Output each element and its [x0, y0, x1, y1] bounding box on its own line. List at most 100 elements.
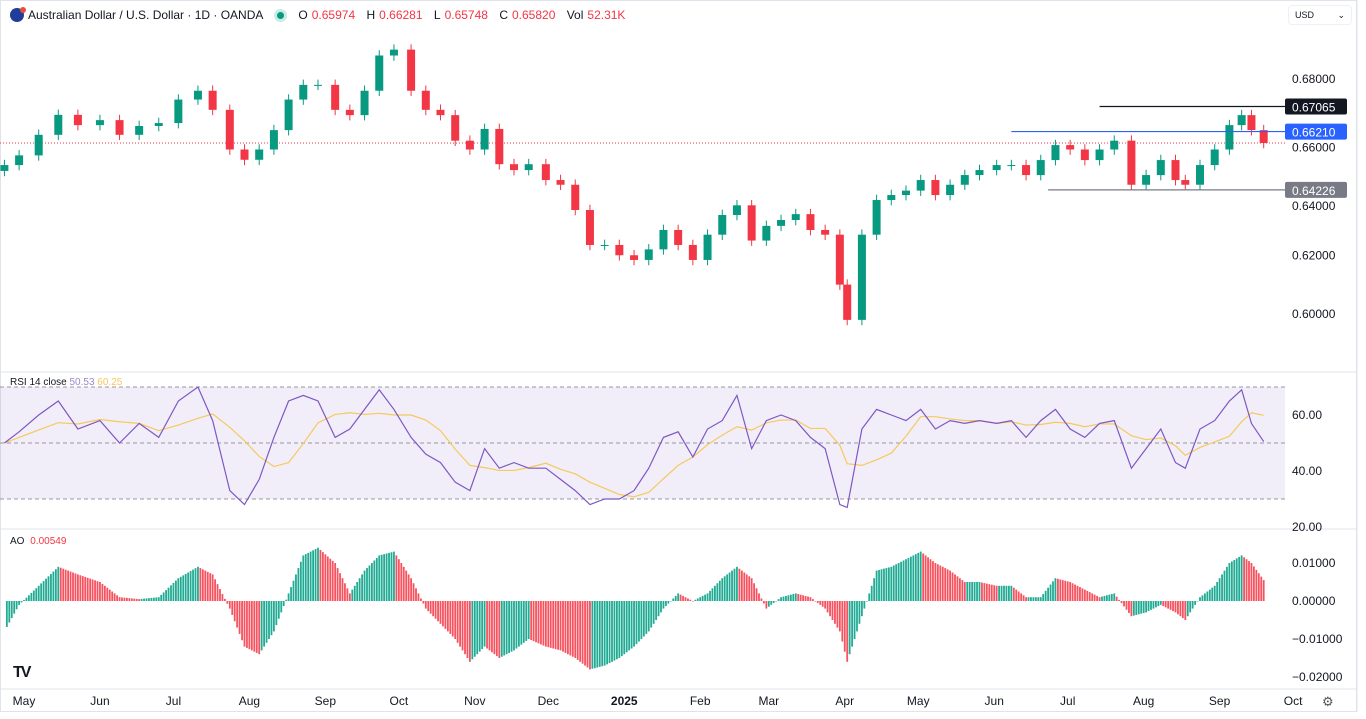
candle-body [1127, 140, 1136, 185]
ao-bar [84, 576, 87, 601]
aud-usd-flag-icon [10, 7, 26, 22]
ao-bar [1179, 601, 1182, 617]
ao-bar [405, 570, 408, 601]
ao-bar [113, 593, 116, 601]
ao-bar [42, 581, 45, 601]
ao-bar [647, 601, 650, 632]
ao-bar [1098, 597, 1101, 601]
ao-bar [691, 601, 694, 602]
ao-bar [716, 583, 719, 601]
ao-bar [709, 590, 711, 601]
ao-bar [912, 555, 915, 601]
ao-bar [23, 600, 25, 601]
ao-bar [848, 601, 851, 655]
ao-bar [45, 578, 47, 601]
ao-bar [133, 598, 136, 601]
ao-bar [265, 601, 268, 643]
ao-bar [150, 597, 153, 601]
ao-bar [662, 601, 665, 609]
ao-bar [922, 553, 925, 601]
ao-bar [836, 601, 839, 628]
ao-bar [1120, 601, 1123, 604]
ao-bar [579, 601, 582, 662]
ao-bar [1218, 578, 1221, 601]
candle-body [465, 140, 474, 150]
ao-bar [167, 587, 170, 601]
ao-bar [179, 576, 182, 601]
gear-icon[interactable]: ⚙ [1322, 694, 1334, 709]
ao-bar [954, 574, 956, 601]
ao-bar [1049, 584, 1052, 601]
ao-bar [1230, 561, 1233, 601]
ao-bar [674, 595, 677, 601]
ao-bar [329, 558, 332, 601]
ao-bar [363, 570, 366, 601]
time-tick-label: Nov [464, 694, 485, 708]
ao-bar [157, 597, 160, 601]
ao-bar [939, 565, 942, 601]
tradingview-logo[interactable]: TV [13, 664, 32, 681]
ao-bar [946, 569, 949, 601]
candle-body [1051, 145, 1060, 161]
ao-bar [1081, 588, 1084, 601]
ao-bar [297, 568, 300, 601]
ao-bar [322, 552, 324, 601]
ao-bar [214, 579, 216, 601]
ao-bar [10, 601, 13, 619]
ao-bar [1076, 585, 1079, 601]
ao-bar [187, 572, 190, 601]
candle-body [1022, 165, 1031, 176]
candle-body [1142, 175, 1151, 185]
time-tick-label: Jul [166, 694, 181, 708]
ao-bar [1240, 555, 1243, 601]
candle-body [931, 180, 940, 196]
ao-bar [535, 601, 537, 643]
ao-bar [69, 571, 72, 601]
ao-bar [1005, 585, 1008, 601]
ao-bar [576, 601, 579, 660]
ao-bar [67, 570, 69, 601]
ao-bar [37, 585, 40, 601]
ao-bar [760, 598, 763, 601]
ao-bar [606, 601, 608, 665]
ao-bar [1235, 558, 1238, 601]
ao-bar [351, 589, 354, 601]
rsi-tick-label: 40.00 [1292, 464, 1322, 478]
ao-bar [486, 601, 488, 649]
ao-bar [917, 552, 920, 601]
candle-body [193, 90, 202, 100]
candle-body [524, 164, 533, 171]
currency-selector[interactable]: USD ⌄ [1288, 5, 1352, 25]
ao-bar [978, 582, 981, 601]
ao-bar [1245, 559, 1248, 601]
ao-bar [696, 598, 699, 601]
ao-bar [853, 601, 856, 639]
ao-bar [420, 598, 422, 601]
ao-bar [62, 568, 65, 601]
ao-bar [515, 601, 518, 649]
ao-bar [495, 601, 498, 657]
ao-bar [990, 584, 993, 601]
time-tick-label: Dec [538, 694, 559, 708]
ao-bar [130, 598, 133, 601]
ao-bar [642, 601, 645, 637]
ao-bar [50, 573, 52, 601]
ao-bar [816, 601, 819, 603]
ao-bar [905, 559, 907, 601]
ao-bar [985, 583, 988, 601]
ao-bar [13, 601, 16, 614]
ao-bar [745, 574, 748, 601]
symbol-title[interactable]: Australian Dollar / U.S. Dollar · 1D · O… [28, 8, 264, 22]
ao-bar [755, 588, 758, 601]
ao-bar [1010, 585, 1013, 601]
ao-bar [108, 589, 111, 601]
ao-bar [505, 601, 508, 655]
ao-bar [1201, 595, 1204, 601]
ao-bar [1211, 587, 1214, 601]
ao-bar [838, 601, 841, 632]
ao-bar [628, 601, 631, 651]
time-tick-label: Jun [90, 694, 109, 708]
ao-bar [40, 583, 43, 601]
ao-bar [8, 601, 11, 623]
